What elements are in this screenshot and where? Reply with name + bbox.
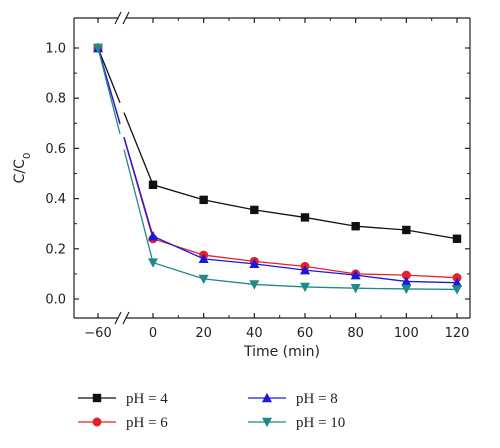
legend-item-4: pH = 10 xyxy=(248,415,345,431)
series-4 xyxy=(93,43,462,295)
series-line-segment xyxy=(97,47,121,103)
data-point xyxy=(250,205,259,215)
x-tick-label: 120 xyxy=(445,326,470,341)
y-tick-label: 1.0 xyxy=(45,42,66,57)
y-tick-label: 0.8 xyxy=(45,92,66,107)
axis-break-mark xyxy=(114,311,122,325)
data-point xyxy=(249,280,260,290)
series-line xyxy=(123,149,458,291)
y-axis: 0.0 0.2 0.4 0.6 0.8 1.0 xyxy=(45,42,470,308)
data-point xyxy=(148,180,158,189)
y-tick-label: 0.4 xyxy=(45,192,66,207)
x-axis: −60 0 20 40 60 80 100 120 xyxy=(84,18,469,341)
data-point xyxy=(300,264,310,275)
data-point xyxy=(401,270,411,280)
y-tick-label: 0.2 xyxy=(45,242,66,257)
y-tick-label: 0.6 xyxy=(45,142,66,157)
axis-break-mark xyxy=(122,11,130,25)
data-point xyxy=(402,225,411,235)
x-tick-label: 100 xyxy=(394,326,419,341)
legend-item-2: pH = 6 xyxy=(78,415,168,431)
legend-item-1: pH = 4 xyxy=(78,391,168,407)
series-line xyxy=(123,136,458,284)
data-point xyxy=(401,276,412,286)
data-point xyxy=(93,43,103,54)
legend-label: pH = 4 xyxy=(126,391,168,407)
axis-break-mark xyxy=(114,11,122,25)
axis-break-mark xyxy=(122,311,130,325)
series-1 xyxy=(93,43,462,243)
data-point xyxy=(148,231,158,241)
x-tick-label: 20 xyxy=(195,326,212,341)
legend-marker xyxy=(262,392,272,403)
y-tick-label: 0.0 xyxy=(45,293,66,308)
series-line xyxy=(123,137,458,279)
data-point xyxy=(351,222,360,231)
data-point xyxy=(350,269,361,280)
y-axis-title-subscript: 0 xyxy=(22,153,33,159)
data-point xyxy=(198,274,209,285)
series-3 xyxy=(93,42,462,287)
legend-marker xyxy=(92,393,102,403)
plot-frame xyxy=(73,11,471,325)
x-axis-title: Time (min) xyxy=(243,344,320,360)
x-tick-label: −60 xyxy=(84,326,111,341)
legend-marker xyxy=(262,417,272,428)
x-tick-label: 0 xyxy=(149,326,157,341)
data-point xyxy=(198,253,209,264)
data-point xyxy=(249,258,260,269)
legend-label: pH = 10 xyxy=(296,415,345,431)
series-line xyxy=(123,112,458,240)
legend-item-3: pH = 8 xyxy=(248,391,338,407)
x-tick-label: 40 xyxy=(246,326,263,341)
data-point xyxy=(452,277,462,287)
legend-label: pH = 8 xyxy=(296,391,338,407)
data-point xyxy=(452,234,462,243)
x-tick-label: 60 xyxy=(297,326,314,341)
data-point xyxy=(452,285,462,295)
legend: pH = 4 pH = 6 pH = 8 pH = 10 xyxy=(78,391,345,431)
series-line-segment xyxy=(97,47,121,135)
data-point xyxy=(401,284,412,295)
data-point xyxy=(300,213,310,222)
legend-label: pH = 6 xyxy=(126,415,168,431)
series-group xyxy=(93,42,462,295)
x-tick-label: 80 xyxy=(347,326,364,341)
data-point xyxy=(199,195,208,205)
legend-marker xyxy=(92,417,102,427)
data-point xyxy=(350,284,361,294)
y-axis-title: C/C0 xyxy=(12,153,33,184)
data-point xyxy=(148,258,158,268)
data-point xyxy=(300,282,310,293)
